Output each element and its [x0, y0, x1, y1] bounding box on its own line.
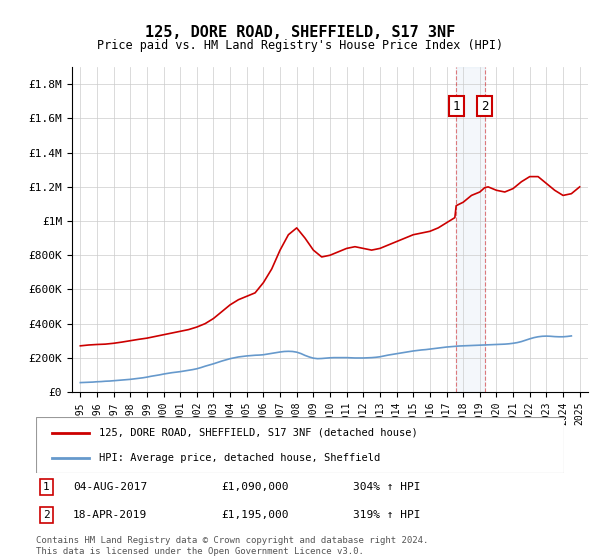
Text: 304% ↑ HPI: 304% ↑ HPI: [353, 482, 420, 492]
Text: 1: 1: [452, 100, 460, 113]
FancyBboxPatch shape: [36, 417, 564, 473]
Text: 319% ↑ HPI: 319% ↑ HPI: [353, 510, 420, 520]
Text: £1,090,000: £1,090,000: [221, 482, 288, 492]
Text: 2: 2: [481, 100, 488, 113]
Text: 18-APR-2019: 18-APR-2019: [73, 510, 147, 520]
Text: 04-AUG-2017: 04-AUG-2017: [73, 482, 147, 492]
Text: 2: 2: [43, 510, 50, 520]
Text: HPI: Average price, detached house, Sheffield: HPI: Average price, detached house, Shef…: [100, 452, 380, 463]
Text: 125, DORE ROAD, SHEFFIELD, S17 3NF (detached house): 125, DORE ROAD, SHEFFIELD, S17 3NF (deta…: [100, 428, 418, 438]
Text: Price paid vs. HM Land Registry's House Price Index (HPI): Price paid vs. HM Land Registry's House …: [97, 39, 503, 52]
Text: 125, DORE ROAD, SHEFFIELD, S17 3NF: 125, DORE ROAD, SHEFFIELD, S17 3NF: [145, 25, 455, 40]
Text: Contains HM Land Registry data © Crown copyright and database right 2024.
This d: Contains HM Land Registry data © Crown c…: [36, 536, 428, 556]
Text: 1: 1: [43, 482, 50, 492]
Text: £1,195,000: £1,195,000: [221, 510, 288, 520]
Bar: [456, 67, 485, 392]
